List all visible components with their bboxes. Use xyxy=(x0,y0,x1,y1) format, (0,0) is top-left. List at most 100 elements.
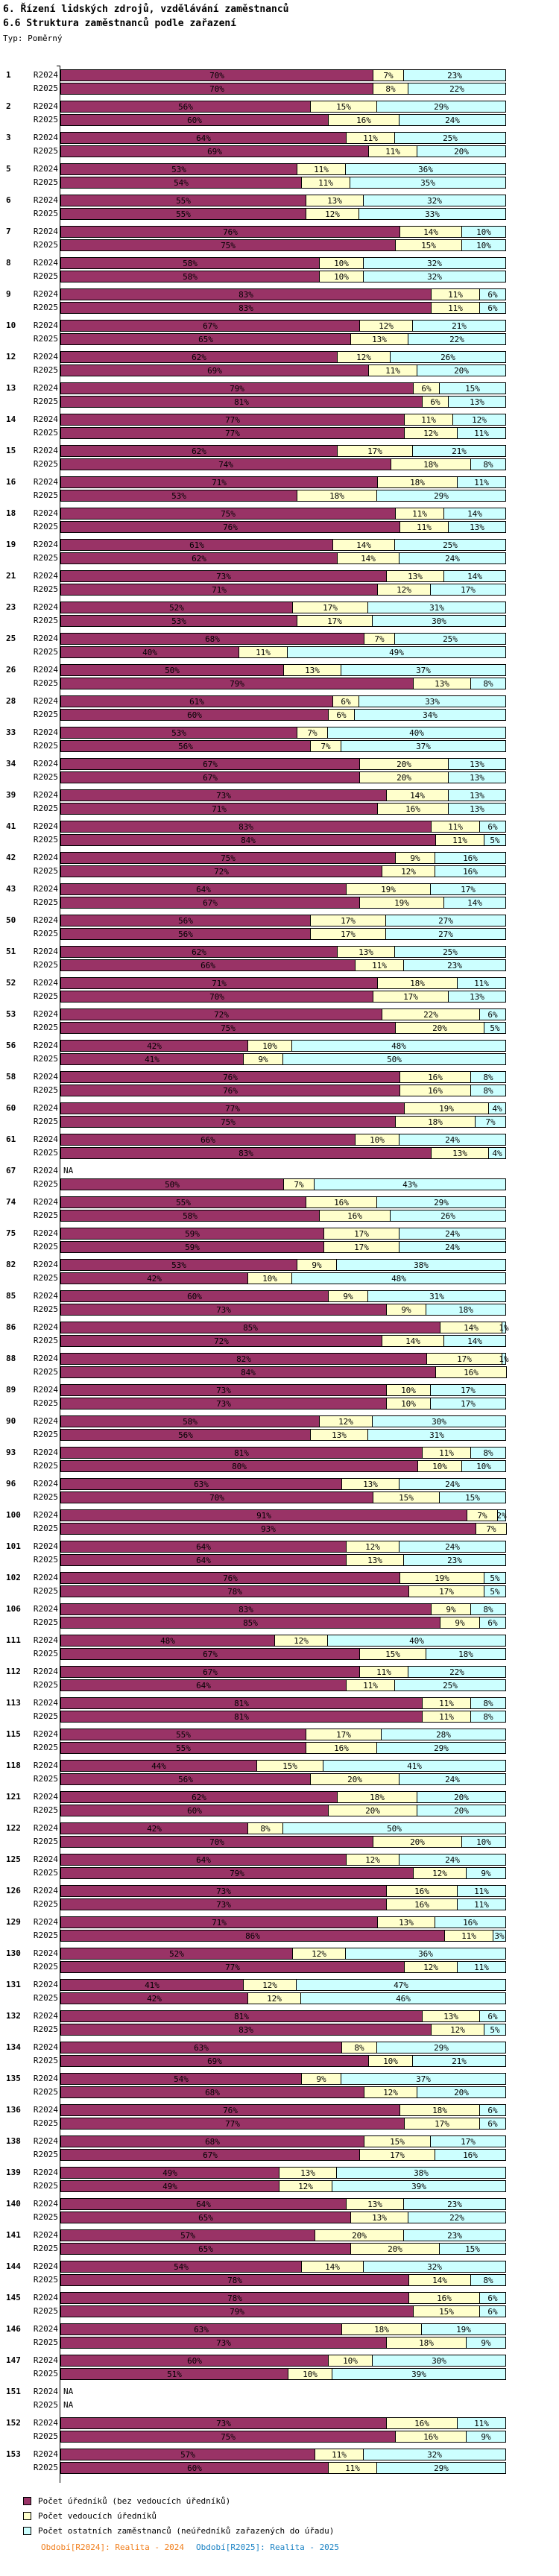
bar-segment-urednici: 64% xyxy=(60,132,347,144)
segment-value-label: 8% xyxy=(483,678,493,689)
bar-segment-urednici: 74% xyxy=(60,458,391,470)
bar-segment-ostatni-zamestnanci: 7% xyxy=(475,1116,506,1128)
na-value: NA xyxy=(63,2387,74,2396)
bar-segment-vedouci-urednici: 11% xyxy=(359,1666,408,1678)
bar-segment-urednici: 76% xyxy=(60,1085,400,1096)
bar-segment-urednici: 71% xyxy=(60,1916,378,1928)
segment-value-label: 82% xyxy=(236,1354,251,1364)
bar-segment-vedouci-urednici: 9% xyxy=(395,852,435,864)
segment-value-label: 83% xyxy=(239,303,253,313)
segment-value-label: 12% xyxy=(262,1980,277,1990)
series-label-r2024: R2024 xyxy=(33,1510,58,1520)
bar-row-7-r2025: 75% 15% 10% xyxy=(60,239,506,251)
segment-value-label: 13% xyxy=(470,790,484,801)
row-number-106: 106 xyxy=(6,1604,21,1614)
bar-segment-ostatni-zamestnanci: 30% xyxy=(372,2355,506,2367)
series-label-r2025: R2025 xyxy=(33,835,58,845)
bar-row-102-r2025: 78% 17% 5% xyxy=(60,1585,506,1597)
segment-value-label: 22% xyxy=(449,1667,464,1677)
segment-value-label: 81% xyxy=(234,2011,249,2021)
row-number-112: 112 xyxy=(6,1667,21,1676)
bar-segment-ostatni-zamestnanci: 16% xyxy=(435,865,506,877)
bar-row-42-r2024: 75% 9% 16% xyxy=(60,852,506,864)
bar-segment-vedouci-urednici: 17% xyxy=(337,445,413,457)
segment-value-label: 17% xyxy=(461,1398,476,1409)
bar-segment-vedouci-urednici: 15% xyxy=(359,1648,426,1660)
bar-segment-vedouci-urednici: 10% xyxy=(386,1384,431,1396)
bar-segment-urednici: 54% xyxy=(60,2073,302,2085)
bar-segment-urednici: 65% xyxy=(60,2212,351,2223)
bar-row-93-r2024: 81% 11% 8% xyxy=(60,1447,506,1459)
bar-row-21-r2025: 71% 12% 17% xyxy=(60,584,506,596)
segment-value-label: 8% xyxy=(483,1711,493,1722)
row-number-23: 23 xyxy=(6,602,16,612)
segment-value-label: 68% xyxy=(205,2136,220,2147)
bar-row-139-r2024: 49% 13% 38% xyxy=(60,2167,506,2179)
segment-value-label: 14% xyxy=(405,1336,420,1346)
segment-value-label: 11% xyxy=(474,1962,489,1972)
segment-value-label: 41% xyxy=(407,1761,422,1771)
segment-value-label: 9% xyxy=(312,1260,322,1270)
bar-row-89-r2024: 73% 10% 17% xyxy=(60,1384,506,1396)
row-number-15: 15 xyxy=(6,446,16,455)
bar-row-6-r2025: 55% 12% 33% xyxy=(60,208,506,220)
segment-value-label: 55% xyxy=(176,209,191,219)
bar-segment-vedouci-urednici: 10% xyxy=(247,1040,292,1052)
bar-segment-vedouci-urednici: 12% xyxy=(279,2180,332,2192)
segment-value-label: 10% xyxy=(343,2355,358,2366)
segment-value-label: 17% xyxy=(461,2136,476,2147)
bar-segment-ostatni-zamestnanci: 24% xyxy=(399,1773,506,1785)
bar-segment-ostatni-zamestnanci: 17% xyxy=(430,883,506,895)
series-label-r2024: R2024 xyxy=(33,1134,58,1144)
row-number-138: 138 xyxy=(6,2136,21,2146)
bar-row-51-r2024: 62% 13% 25% xyxy=(60,946,506,958)
bar-segment-urednici: 65% xyxy=(60,333,351,345)
bar-segment-ostatni-zamestnanci: 38% xyxy=(336,1259,506,1271)
segment-value-label: 25% xyxy=(443,133,458,143)
segment-value-label: 13% xyxy=(470,759,484,769)
bar-segment-vedouci-urednici: 20% xyxy=(350,2243,440,2255)
bar-segment-urednici: 83% xyxy=(60,1147,432,1159)
series-label-r2024: R2024 xyxy=(33,665,58,675)
row-number-153: 153 xyxy=(6,2449,21,2459)
bar-segment-vedouci-urednici: 18% xyxy=(399,2104,480,2116)
bar-row-60-r2024: 77% 19% 4% xyxy=(60,1102,506,1114)
bar-segment-vedouci-urednici: 18% xyxy=(337,1791,417,1803)
segment-value-label: 14% xyxy=(467,571,482,581)
bar-segment-ostatni-zamestnanci: 50% xyxy=(282,1053,506,1065)
segment-value-label: 12% xyxy=(325,209,340,219)
bar-segment-urednici: 67% xyxy=(60,2149,360,2161)
segment-value-label: 12% xyxy=(472,414,487,425)
series-label-r2025: R2025 xyxy=(33,866,58,876)
bar-row-140-r2024: 64% 13% 23% xyxy=(60,2198,506,2210)
segment-value-label: 13% xyxy=(372,334,387,344)
series-label-r2024: R2024 xyxy=(33,1917,58,1927)
bar-row-39-r2025: 71% 16% 13% xyxy=(60,803,506,815)
bar-segment-urednici: 71% xyxy=(60,476,378,488)
segment-value-label: 19% xyxy=(456,2324,471,2334)
segment-value-label: 48% xyxy=(160,1635,175,1646)
bar-row-101-r2024: 64% 12% 24% xyxy=(60,1541,506,1553)
segment-value-label: 18% xyxy=(428,1117,443,1127)
series-label-r2025: R2025 xyxy=(33,177,58,187)
bar-segment-vedouci-urednici: 20% xyxy=(373,1836,462,1848)
bar-segment-ostatni-zamestnanci: 14% xyxy=(443,897,506,909)
segment-value-label: 52% xyxy=(169,602,184,613)
bar-segment-vedouci-urednici: 11% xyxy=(431,821,480,833)
segment-value-label: 11% xyxy=(474,2418,489,2428)
row-number-141: 141 xyxy=(6,2230,21,2240)
series-label-r2025: R2025 xyxy=(33,1336,58,1345)
segment-value-label: 11% xyxy=(461,1931,476,1941)
series-label-r2025: R2025 xyxy=(33,522,58,531)
segment-value-label: 14% xyxy=(432,2275,447,2285)
bar-row-75-r2025: 59% 17% 24% xyxy=(60,1241,506,1253)
bar-segment-vedouci-urednici: 11% xyxy=(399,521,449,533)
segment-value-label: 6% xyxy=(487,1009,498,1020)
bar-segment-vedouci-urednici: 12% xyxy=(274,1635,328,1647)
bar-segment-vedouci-urednici: 10% xyxy=(355,1134,399,1146)
bar-row-129-r2024: 71% 13% 16% xyxy=(60,1916,506,1928)
segment-value-label: 78% xyxy=(227,2275,242,2285)
series-label-r2024: R2024 xyxy=(33,2011,58,2021)
segment-value-label: 76% xyxy=(223,227,238,237)
